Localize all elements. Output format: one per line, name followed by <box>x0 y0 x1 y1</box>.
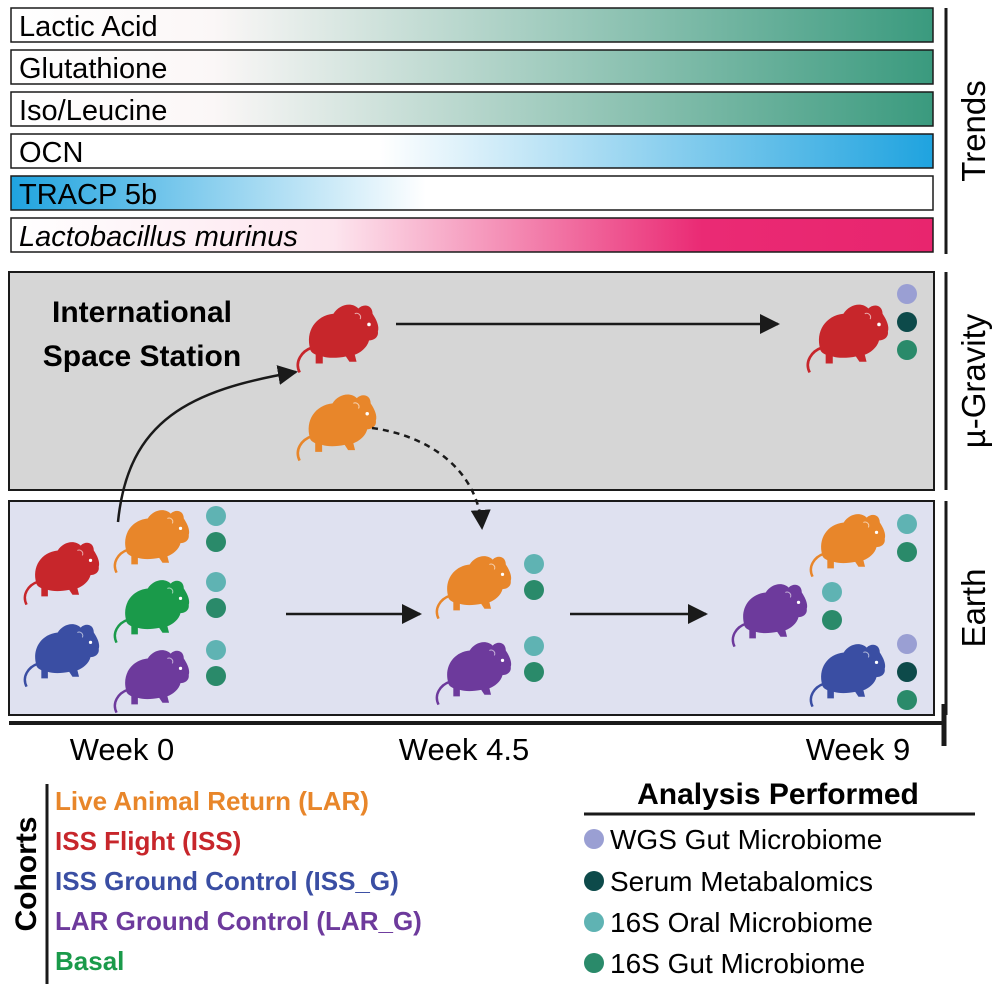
trend-bar-lactic-acid: Lactic Acid <box>10 7 934 43</box>
cohorts-legend: Cohorts Live Animal Return (LAR) ISS Fli… <box>10 784 422 984</box>
dot-16s-gut <box>206 598 226 618</box>
dot-wgs <box>897 634 917 654</box>
microgravity-panel: International Space Station µ-Gravity <box>8 271 992 491</box>
dot-16s-gut <box>206 532 226 552</box>
dot-wgs <box>897 284 917 304</box>
dot-16s-gut <box>897 542 917 562</box>
dot-serum <box>897 312 917 332</box>
cohorts-heading: Cohorts <box>10 817 43 932</box>
arrow-launch <box>116 365 298 523</box>
analysis-16s-gut: 16S Gut Microbiome <box>610 948 865 979</box>
legend-dot-serum <box>584 871 604 891</box>
microgravity-background <box>8 271 935 491</box>
dot-16s-gut <box>897 340 917 360</box>
timeline-label-week0: Week 0 <box>70 732 175 767</box>
analysis-16s-oral: 16S Oral Microbiome <box>610 907 873 938</box>
trend-bar-glutathione: Glutathione <box>10 49 934 85</box>
dot-16s-gut <box>524 662 544 682</box>
dot-16s-oral <box>206 640 226 660</box>
dot-16s-gut <box>206 666 226 686</box>
trends-section: Lactic Acid Glutathione Iso/Leucine OCN … <box>10 7 992 254</box>
dot-16s-oral <box>524 636 544 656</box>
analysis-legend: Analysis Performed WGS Gut Microbiome Se… <box>584 778 975 979</box>
legend-dot-16s-gut <box>584 953 604 973</box>
cohort-lar-g: LAR Ground Control (LAR_G) <box>55 906 422 936</box>
cohort-iss: ISS Flight (ISS) <box>55 826 241 856</box>
dot-16s-oral <box>822 582 842 602</box>
timeline-label-week9: Week 9 <box>806 732 911 767</box>
timeline-label-week45: Week 4.5 <box>399 732 529 767</box>
trend-label: TRACP 5b <box>19 179 157 211</box>
analysis-wgs: WGS Gut Microbiome <box>610 824 882 855</box>
dot-16s-oral <box>897 514 917 534</box>
dot-16s-oral <box>206 572 226 592</box>
timeline: Week 0 Week 4.5 Week 9 <box>9 704 947 767</box>
trend-bar-tracp-5b: TRACP 5b <box>10 175 934 211</box>
dot-16s-gut <box>822 610 842 630</box>
legend-dot-16s-oral <box>584 912 604 932</box>
trend-label: OCN <box>19 137 83 169</box>
arrows <box>116 314 780 624</box>
trend-bar-lactobacillus-murinus: Lactobacillus murinus <box>10 217 934 253</box>
dot-16s-gut <box>897 690 917 710</box>
analysis-heading: Analysis Performed <box>637 778 919 811</box>
cohort-basal: Basal <box>55 946 124 976</box>
dot-serum <box>897 662 917 682</box>
trend-label: Lactobacillus murinus <box>19 221 298 253</box>
trends-side-label: Trends <box>955 80 992 181</box>
iss-title-line2: Space Station <box>43 340 241 373</box>
trend-bar-ocn: OCN <box>10 133 934 169</box>
dot-16s-oral <box>206 506 226 526</box>
cohort-iss-g: ISS Ground Control (ISS_G) <box>55 866 399 896</box>
gravity-side-label: µ-Gravity <box>955 313 992 448</box>
analysis-serum: Serum Metabalomics <box>610 866 873 897</box>
trend-label: Lactic Acid <box>19 11 158 43</box>
trend-label: Iso/Leucine <box>19 95 167 127</box>
dot-16s-gut <box>524 580 544 600</box>
analysis-dots <box>206 284 917 710</box>
cohort-lar: Live Animal Return (LAR) <box>55 786 369 816</box>
dot-16s-oral <box>524 554 544 574</box>
trend-bar-iso-leucine: Iso/Leucine <box>10 91 934 127</box>
trend-label: Glutathione <box>19 53 167 85</box>
arrow-lar-return <box>371 426 491 530</box>
earth-side-label: Earth <box>955 569 992 648</box>
legend-dot-wgs <box>584 829 604 849</box>
iss-title-line1: International <box>52 296 232 329</box>
